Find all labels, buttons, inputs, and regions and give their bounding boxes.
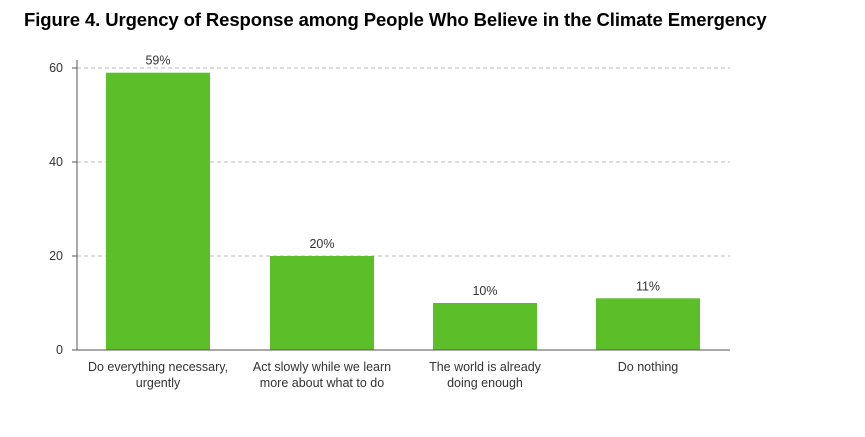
data-label: 11%: [636, 279, 660, 293]
bar: [433, 303, 537, 350]
x-tick-label: Act slowly while we learn: [253, 360, 391, 374]
data-label: 20%: [309, 237, 334, 251]
x-tick-label: Do nothing: [618, 360, 679, 374]
data-label: 10%: [472, 284, 497, 298]
x-tick-label: doing enough: [447, 376, 523, 390]
y-tick-label: 20: [49, 249, 63, 263]
bar: [106, 72, 210, 350]
x-tick-label: urgently: [136, 376, 181, 390]
chart-title: Figure 4. Urgency of Response among Peop…: [24, 9, 767, 30]
x-tick-label: more about what to do: [260, 376, 384, 390]
x-tick-label: Do everything necessary,: [88, 360, 228, 374]
bar: [596, 298, 700, 350]
x-tick-label: The world is already: [429, 360, 542, 374]
data-label: 59%: [145, 54, 170, 68]
bar: [270, 256, 374, 350]
y-tick-label: 0: [56, 343, 63, 357]
y-tick-label: 60: [49, 61, 63, 75]
y-tick-label: 40: [49, 155, 63, 169]
